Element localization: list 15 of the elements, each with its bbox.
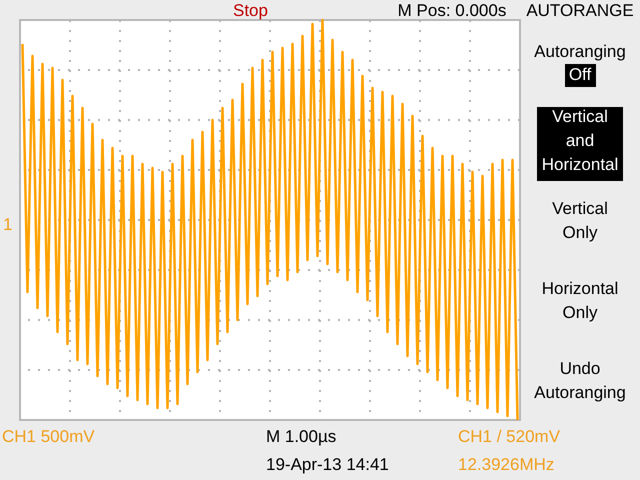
text: Vertical and Horizontal	[542, 107, 618, 174]
text: CH1 500mV	[2, 427, 96, 446]
text: CH1 / 520mV	[458, 427, 561, 446]
text: M 1.00µs	[266, 427, 336, 446]
annotation: M Pos: 0.000s	[398, 1, 506, 20]
text: Vertical Only	[552, 199, 608, 242]
annotation: Stop	[233, 1, 268, 20]
text: AUTORANGE	[526, 1, 634, 20]
text: 1	[3, 215, 12, 234]
text: 19-Apr-13 14:41	[266, 455, 389, 474]
text: Undo Autoranging	[534, 359, 626, 402]
text: Autoranging	[534, 42, 626, 61]
text: 12.3926MHz	[458, 455, 554, 474]
text: Horizontal Only	[542, 279, 618, 322]
text: Off	[568, 65, 592, 84]
